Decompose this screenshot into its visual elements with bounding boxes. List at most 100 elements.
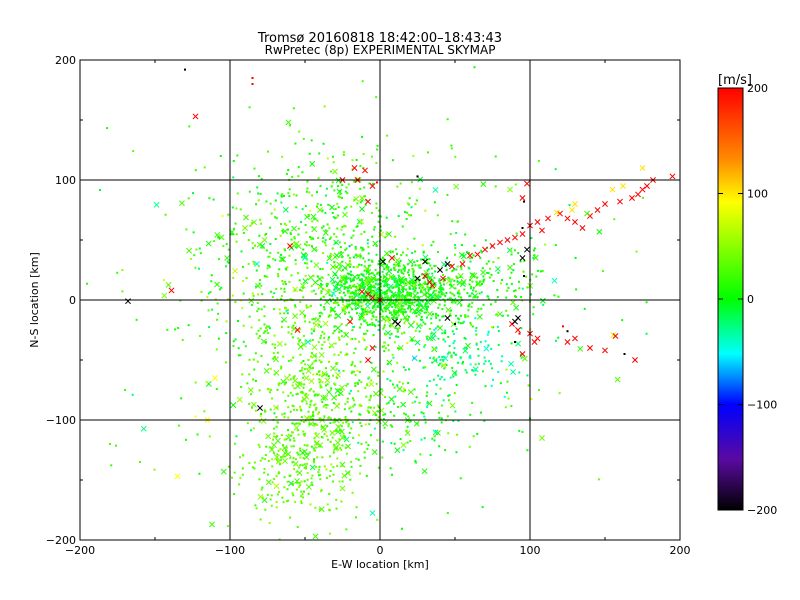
data-point-dot — [334, 383, 337, 386]
data-point-dot — [407, 368, 410, 371]
data-point-dot — [397, 294, 400, 297]
data-point-dot — [384, 333, 387, 336]
data-point-dot — [283, 300, 286, 303]
data-point-dot — [364, 260, 367, 263]
data-point-cross — [644, 183, 650, 189]
data-point-cross — [400, 442, 407, 448]
data-point-dot — [536, 269, 539, 272]
data-point-dot — [368, 423, 371, 426]
data-point-dot — [431, 313, 434, 316]
data-point-dot — [483, 419, 486, 422]
data-point-dot — [384, 305, 387, 308]
data-point-cross — [504, 237, 511, 243]
data-point-dot — [335, 429, 338, 432]
data-point-dot — [348, 273, 351, 276]
data-point-cross — [332, 168, 338, 175]
data-point-dot — [509, 276, 512, 279]
data-point-dot — [299, 353, 302, 356]
data-point-dot — [344, 312, 347, 315]
data-point-cross — [414, 275, 421, 282]
data-point-dot — [485, 262, 488, 265]
data-point-dot — [174, 328, 177, 331]
data-point-dot — [393, 281, 396, 284]
data-point-dot — [333, 288, 336, 291]
data-point-dot — [242, 292, 245, 295]
data-point-dot — [337, 206, 340, 209]
data-point-dot — [317, 471, 320, 474]
data-point-dot — [334, 313, 337, 316]
data-point-cross — [265, 433, 272, 440]
data-point-dot — [385, 281, 388, 284]
data-point-dot — [388, 317, 391, 320]
data-point-dot — [341, 421, 344, 424]
data-point-dot — [334, 302, 337, 305]
data-point-dot — [239, 477, 242, 480]
data-point-dot — [331, 211, 334, 214]
data-point-dot — [331, 298, 334, 301]
data-point-dot — [291, 461, 294, 464]
data-point-dot — [320, 325, 323, 328]
data-point-dot — [504, 406, 507, 409]
data-point-dot — [471, 292, 474, 295]
data-point-dot — [425, 316, 428, 319]
data-point-dot — [389, 411, 392, 414]
data-point-dot — [462, 259, 465, 262]
data-point-dot — [532, 306, 535, 309]
data-point-dot — [331, 282, 334, 285]
data-point-dot — [299, 328, 302, 331]
data-point-cross — [335, 312, 342, 319]
data-point-dot — [238, 456, 241, 459]
data-point-cross — [339, 485, 346, 492]
data-point-dot — [393, 414, 396, 417]
data-point-dot — [447, 394, 450, 397]
data-point-dot — [219, 155, 222, 158]
data-point-dot — [359, 201, 362, 204]
data-point-cross — [414, 339, 421, 346]
data-point-dot — [457, 419, 460, 422]
data-point-dot — [330, 300, 333, 303]
y-tick-label: −100 — [46, 414, 76, 427]
data-point-dot — [227, 465, 230, 468]
data-point-dot — [314, 432, 317, 435]
data-point-dot — [329, 252, 332, 255]
data-point-dot — [293, 408, 296, 411]
data-point-dot — [302, 386, 305, 389]
data-point-dot — [373, 289, 376, 292]
data-point-dot — [482, 370, 485, 373]
data-point-dot — [346, 306, 349, 309]
data-point-dot — [264, 330, 267, 333]
data-point-dot — [308, 415, 311, 418]
data-point-dot — [418, 287, 421, 290]
data-point-dot — [488, 276, 491, 279]
data-point-dot — [254, 352, 257, 355]
data-point-dot — [397, 292, 400, 295]
data-point-dot — [354, 290, 357, 293]
data-point-dot — [277, 472, 280, 475]
data-point-dot — [405, 218, 408, 221]
data-point-dot — [505, 283, 508, 286]
data-point-dot — [334, 242, 337, 245]
data-point-dot — [396, 316, 399, 319]
data-point-dot — [352, 437, 355, 440]
data-point-cross — [449, 402, 456, 409]
data-point-dot — [386, 292, 389, 295]
data-point-dot — [432, 287, 435, 290]
data-point-dot — [352, 234, 355, 237]
data-point-dot — [381, 456, 384, 459]
data-point-dot — [342, 151, 345, 154]
data-point-dot — [525, 275, 528, 278]
data-point-cross — [186, 247, 193, 254]
data-point-dot — [377, 283, 380, 286]
data-point-dot — [364, 308, 367, 311]
data-point-dot — [263, 233, 266, 236]
data-point-dot — [365, 282, 368, 285]
data-point-dot — [361, 309, 364, 312]
data-point-dot — [359, 360, 362, 363]
data-point-dot — [335, 507, 338, 510]
data-point-cross — [299, 309, 305, 316]
data-point-dot — [338, 369, 341, 372]
data-point-dot — [220, 286, 223, 289]
data-point-dot — [194, 381, 197, 384]
data-point-dot — [263, 305, 266, 308]
data-point-dot — [421, 284, 424, 287]
